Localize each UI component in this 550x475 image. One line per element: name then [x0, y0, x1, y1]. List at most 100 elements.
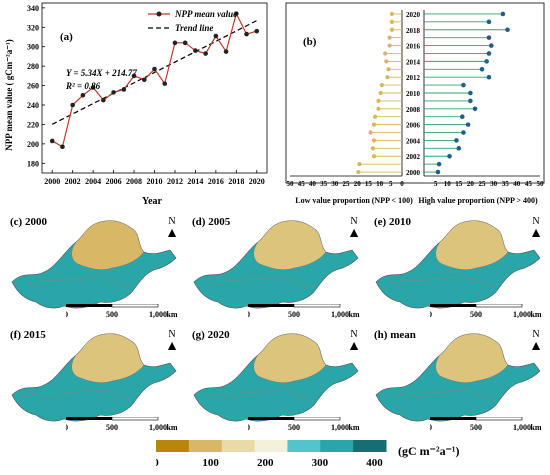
- scale-segment: [248, 304, 294, 307]
- scale-unit: km: [530, 423, 541, 432]
- high-point: [479, 66, 485, 72]
- high-point: [500, 11, 506, 17]
- npp-point: [152, 66, 157, 72]
- legend-bar: 0 100 200 300 400 (gC m⁻²a⁻¹): [153, 440, 460, 469]
- panel-a-chart: 180 200 220 240 260 280 300 320 340 2000 2002 2004…: [4, 2, 268, 207]
- right-x-tick-label: 35: [502, 180, 510, 188]
- high-point: [435, 169, 441, 175]
- npp-point: [244, 31, 249, 37]
- year-label: 2016: [406, 43, 421, 51]
- low-point: [376, 98, 381, 104]
- scale-segment: [430, 304, 476, 307]
- x-tick-label: 2014: [187, 177, 203, 186]
- map-region-north: [71, 220, 145, 270]
- high-point: [459, 114, 465, 120]
- npp-point: [90, 85, 96, 90]
- legend-swatch: [188, 440, 223, 452]
- npp-point: [203, 51, 208, 56]
- scale-segment: [111, 417, 159, 421]
- x-tick-label: 2006: [106, 177, 122, 186]
- npp-point: [111, 90, 116, 95]
- left-x-tick-label: 40: [309, 180, 317, 188]
- year-label: 2020: [406, 11, 421, 19]
- low-point: [370, 146, 375, 151]
- map-panel: (c) 2000 N ▲ 0 500 1,000 km: [4, 212, 184, 332]
- y-tick-label: 240: [27, 101, 39, 110]
- x-tick-label: 2016: [208, 177, 224, 186]
- year-label: 2008: [406, 106, 421, 114]
- scale-label: 0: [66, 423, 68, 432]
- legend-npp-label: NPP mean value: [174, 9, 237, 19]
- map-boundary: [387, 389, 497, 402]
- high-point: [505, 27, 510, 33]
- npp-point: [60, 144, 65, 150]
- scale-segment: [293, 304, 341, 308]
- x-tick-label: 2002: [65, 177, 81, 186]
- north-arrow-icon: N ▲: [529, 216, 543, 241]
- npp-map: [11, 333, 177, 422]
- scale-segment: [293, 417, 341, 421]
- y-tick-label: 320: [27, 23, 39, 32]
- panel-b-letter: (b): [303, 36, 317, 48]
- scale-unit: km: [530, 310, 541, 319]
- right-x-tick-label: 40: [513, 180, 521, 188]
- high-point: [468, 90, 473, 96]
- npp-map: [193, 333, 359, 422]
- high-point: [486, 51, 492, 56]
- scale-label: 1,000: [149, 423, 167, 432]
- high-point: [486, 19, 492, 25]
- low-point: [376, 106, 381, 111]
- y-axis-label: NPP mean value ( gCm⁻²a⁻¹): [4, 39, 14, 150]
- scale-label: 500: [106, 423, 118, 432]
- npp-point: [121, 87, 127, 92]
- low-point: [378, 90, 383, 96]
- scale-label: 500: [470, 423, 482, 432]
- map-region-north: [71, 333, 145, 383]
- left-x-tick-label: 5: [389, 180, 393, 188]
- map-label: (d) 2005: [192, 216, 231, 228]
- right-x-tick-label: 20: [467, 180, 475, 188]
- legend-unit: (gC m⁻²a⁻¹): [398, 444, 460, 458]
- north-arrow-icon: N ▲: [529, 329, 543, 354]
- low-point: [386, 67, 391, 72]
- year-label: 2018: [406, 27, 421, 35]
- left-x-tick-label: 25: [343, 180, 351, 188]
- scale-segment: [111, 304, 159, 308]
- low-point: [371, 122, 377, 127]
- legend-tick: 300: [312, 457, 329, 469]
- y-tick-label: 220: [27, 120, 39, 129]
- left-x-tick-label: 0: [400, 180, 404, 188]
- year-label: 2004: [406, 137, 421, 145]
- high-point: [488, 43, 494, 48]
- y-tick-label: 280: [27, 62, 39, 71]
- map-region-north: [435, 220, 509, 270]
- npp-point: [70, 102, 75, 108]
- scale-bar: 0 500 1,000 km: [248, 304, 362, 319]
- map-region-north: [435, 333, 509, 383]
- low-value-label: Low value proportion (NPP < 100): [295, 196, 413, 205]
- low-point: [387, 35, 392, 40]
- npp-map: [11, 220, 177, 309]
- right-x-tick-label: 5: [434, 180, 438, 188]
- high-point: [461, 82, 466, 88]
- npp-point: [101, 97, 106, 103]
- low-point: [356, 169, 361, 175]
- map-region-north: [253, 333, 327, 383]
- legend-trend-label: Trend line: [175, 23, 213, 33]
- year-label: 2006: [406, 122, 421, 130]
- right-x-tick-label: 50: [537, 180, 545, 188]
- npp-point: [182, 40, 188, 46]
- y-tick-label: 180: [27, 159, 39, 168]
- low-point: [357, 162, 362, 167]
- scale-label: 500: [288, 423, 300, 432]
- scale-label: 0: [430, 423, 432, 432]
- scale-label: 0: [430, 310, 432, 319]
- high-point: [486, 74, 492, 80]
- left-x-tick-label: 45: [298, 180, 306, 188]
- scale-segment: [66, 304, 112, 307]
- npp-map: [375, 220, 541, 309]
- panel-a-letter: (a): [60, 31, 73, 43]
- scale-bar: 0 500 1,000 km: [430, 417, 544, 432]
- scale-label: 0: [248, 310, 250, 319]
- npp-point: [193, 48, 198, 53]
